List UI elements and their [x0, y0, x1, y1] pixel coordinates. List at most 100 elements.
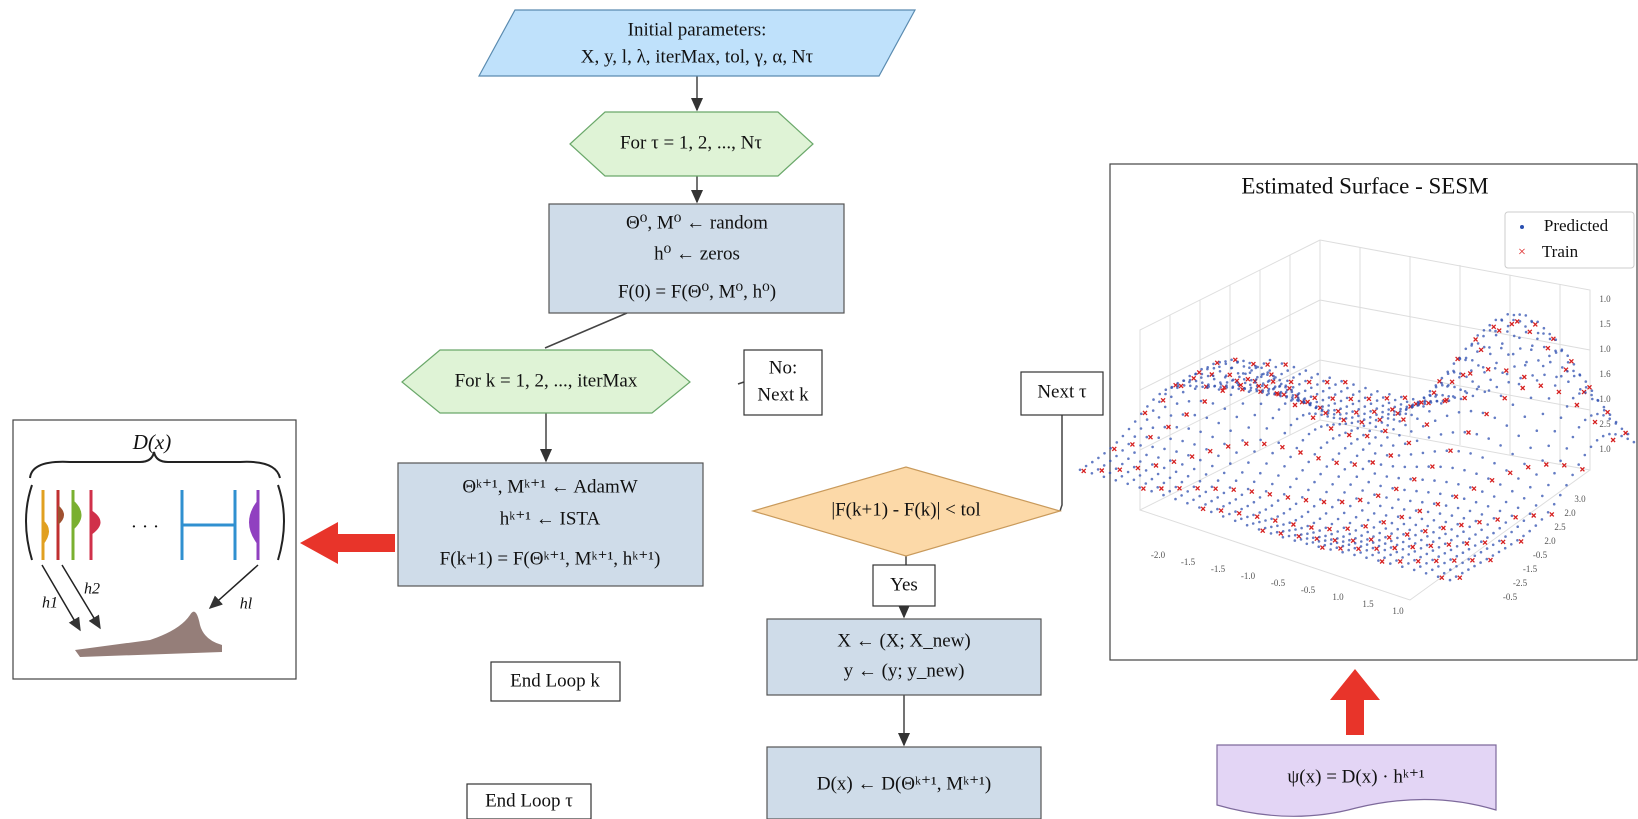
predicted-point	[1224, 360, 1227, 363]
predicted-point	[1150, 477, 1154, 481]
train-point	[1166, 424, 1171, 430]
predicted-point	[1151, 445, 1154, 449]
predicted-point	[1353, 553, 1356, 557]
predicted-point	[1097, 456, 1100, 460]
predicted-point	[1144, 482, 1148, 485]
predicted-point	[1548, 337, 1552, 341]
predicted-point	[1240, 517, 1243, 521]
predicted-point	[1164, 392, 1167, 396]
predicted-point	[1503, 546, 1507, 550]
predicted-point	[1332, 413, 1336, 416]
predicted-point	[1405, 405, 1409, 409]
train-point	[1451, 558, 1457, 564]
train-point	[1353, 409, 1359, 415]
predicted-point	[1102, 464, 1106, 467]
predicted-point	[1487, 477, 1490, 480]
predicted-point	[1553, 429, 1557, 433]
predicted-point	[1170, 386, 1173, 390]
predicted-point	[1223, 407, 1227, 411]
predicted-point	[1126, 470, 1130, 474]
predicted-point	[1483, 390, 1487, 394]
y-tick-label: -0.5	[1533, 550, 1548, 560]
train-point	[1214, 360, 1220, 366]
train-point	[1283, 362, 1289, 368]
predicted-point	[1207, 383, 1210, 386]
predicted-point	[1475, 432, 1479, 436]
train-point	[1491, 324, 1497, 330]
predicted-point	[1379, 504, 1382, 508]
predicted-point	[1372, 512, 1376, 515]
predicted-point	[1583, 418, 1587, 422]
train-point	[1549, 511, 1555, 517]
loop-k: For k = 1, 2, ..., iterMax	[455, 370, 638, 391]
surface-plot: Estimated Surface - SESM Predicted × Tra…	[1078, 163, 1638, 661]
predicted-point	[1320, 425, 1323, 428]
predicted-point	[1584, 391, 1587, 394]
predicted-point	[1429, 399, 1432, 403]
predicted-point	[1356, 437, 1359, 441]
predicted-point	[1337, 452, 1341, 455]
train-point	[1281, 392, 1287, 398]
append-line: y ← (y; y_new)	[844, 660, 965, 681]
predicted-point	[1462, 516, 1466, 520]
predicted-point	[1542, 332, 1545, 335]
predicted-point	[1439, 433, 1443, 436]
predicted-point	[1391, 506, 1394, 510]
train-point	[1227, 372, 1233, 378]
predicted-point	[1512, 334, 1516, 338]
train-point	[1514, 318, 1520, 324]
predicted-point	[1162, 493, 1165, 497]
predicted-point	[1357, 408, 1360, 411]
predicted-point	[1420, 517, 1424, 521]
predicted-point	[1127, 442, 1130, 446]
predicted-point	[1438, 512, 1442, 515]
predicted-point	[1511, 489, 1514, 493]
predicted-point	[1506, 324, 1510, 328]
train-point	[1142, 410, 1148, 416]
predicted-point	[1577, 463, 1580, 466]
predicted-point	[1572, 363, 1576, 366]
predicted-point	[1256, 375, 1259, 379]
predicted-point	[1399, 410, 1402, 413]
train-point	[1489, 477, 1495, 483]
predicted-point	[1259, 471, 1262, 475]
predicted-point	[1445, 480, 1448, 484]
predicted-point	[1518, 320, 1522, 323]
predicted-point	[1217, 388, 1221, 391]
predicted-point	[1519, 347, 1522, 350]
x-tick-label: 1.0	[1392, 606, 1404, 616]
predicted-point	[1395, 543, 1399, 547]
predicted-point	[1216, 496, 1219, 499]
predicted-point	[1295, 446, 1299, 450]
predicted-point	[1157, 456, 1160, 459]
predicted-point	[1529, 485, 1532, 489]
predicted-point	[1261, 382, 1265, 385]
predicted-point	[1222, 505, 1225, 508]
predicted-point	[1493, 416, 1497, 420]
predicted-point	[1427, 491, 1430, 494]
predicted-point	[1510, 530, 1513, 534]
predicted-point	[1626, 432, 1630, 436]
predicted-point	[1380, 430, 1383, 433]
train-point	[1386, 534, 1392, 540]
predicted-point	[1337, 498, 1340, 502]
train-point	[1406, 440, 1412, 446]
predicted-point	[1512, 318, 1515, 322]
x-tick-label: -0.5	[1271, 578, 1286, 588]
train-point	[1473, 336, 1479, 342]
train-point	[1263, 383, 1269, 389]
predicted-point	[1252, 480, 1256, 484]
predicted-point	[1372, 526, 1376, 529]
train-point	[1442, 398, 1448, 404]
predicted-point	[1339, 399, 1343, 403]
predicted-point	[1369, 416, 1372, 419]
train-point	[1579, 466, 1585, 472]
predicted-point	[1315, 392, 1319, 396]
train-point	[1531, 513, 1537, 518]
train-point	[1370, 460, 1376, 465]
train-point	[1482, 540, 1488, 546]
predicted-point	[1268, 369, 1271, 372]
predicted-point	[1424, 572, 1428, 575]
predicted-point	[1204, 473, 1208, 476]
predicted-point	[1549, 360, 1552, 364]
